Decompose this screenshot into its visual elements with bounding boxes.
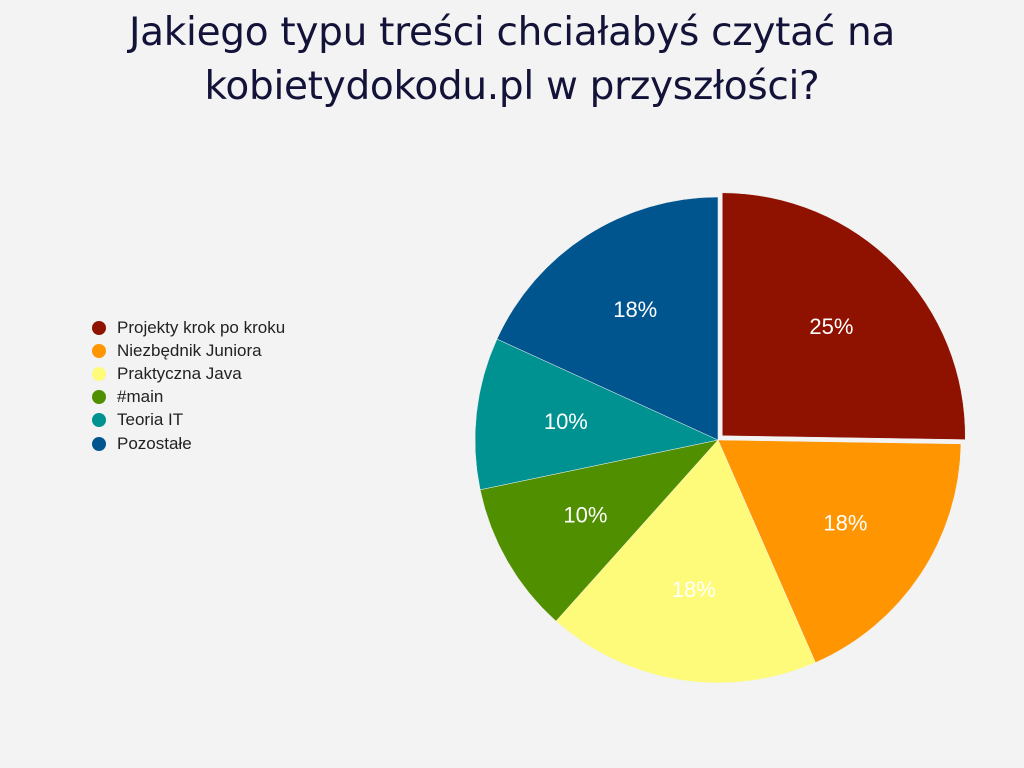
legend-item-main: #main xyxy=(92,386,285,409)
legend-item-teoria: Teoria IT xyxy=(92,409,285,432)
chart-title: Jakiego typu treści chciałabyś czytać na… xyxy=(0,6,1024,114)
slice-label: 18% xyxy=(613,297,657,322)
slice-label: 25% xyxy=(809,314,853,339)
pie-slice xyxy=(717,439,962,663)
legend-swatch xyxy=(92,343,106,358)
pie-slice xyxy=(474,338,719,491)
legend-label: #main xyxy=(117,387,164,407)
pie-slice xyxy=(479,439,719,622)
legend-item-projekty: Projekty krok po kroku xyxy=(92,316,285,339)
slice-label: 10% xyxy=(544,409,588,434)
slice-label: 18% xyxy=(823,511,867,536)
legend-item-pozostale: Pozostałe xyxy=(92,432,285,455)
legend-label: Niezbędnik Juniora xyxy=(117,340,262,360)
legend-swatch xyxy=(92,413,106,428)
chart-title-line-2: kobietydokodu.pl w przyszłości? xyxy=(204,64,820,109)
legend-label: Praktyczna Java xyxy=(117,363,242,383)
legend-label: Projekty krok po kroku xyxy=(117,317,286,337)
legend-swatch xyxy=(92,320,106,335)
slice-label: 18% xyxy=(672,577,716,602)
legend-item-niezbednik: Niezbędnik Juniora xyxy=(92,339,285,362)
pie-slice xyxy=(722,192,966,440)
legend: Projekty krok po kroku Niezbędnik Junior… xyxy=(92,316,285,455)
legend-label: Pozostałe xyxy=(117,433,192,453)
pie-slice xyxy=(555,439,816,684)
chart-title-line-1: Jakiego typu treści chciałabyś czytać na xyxy=(128,10,896,55)
legend-label: Teoria IT xyxy=(117,410,184,430)
legend-item-java: Praktyczna Java xyxy=(92,362,285,385)
slice-label: 10% xyxy=(563,502,607,527)
legend-swatch xyxy=(92,366,106,381)
legend-swatch xyxy=(92,436,106,451)
legend-swatch xyxy=(92,390,106,405)
pie-slice xyxy=(496,196,719,441)
